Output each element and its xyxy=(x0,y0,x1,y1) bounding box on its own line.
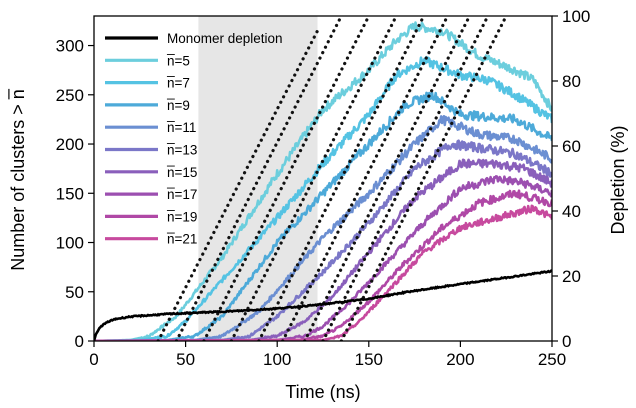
fit-line xyxy=(202,16,371,341)
y-right-tick-label: 80 xyxy=(562,72,581,91)
y-left-tick-label: 150 xyxy=(56,184,84,203)
x-tick-label: 100 xyxy=(263,350,291,369)
plot-frame xyxy=(93,15,553,342)
fit-line xyxy=(339,16,508,341)
legend-label: Monomer depletion xyxy=(167,31,283,46)
legend-label: n̅=15 xyxy=(167,165,198,180)
x-tick-label: 50 xyxy=(176,350,195,369)
fit-lines-layer xyxy=(156,16,508,341)
y-left-tick-label: 300 xyxy=(56,37,84,56)
x-tick-label: 0 xyxy=(89,350,98,369)
y-axis-right-title: Depletion (%) xyxy=(608,125,628,234)
y-left-tick-label: 200 xyxy=(56,135,84,154)
legend-label: n̅=21 xyxy=(167,232,198,247)
legend-label: n̅=19 xyxy=(167,209,198,224)
fit-line xyxy=(303,16,472,341)
y-right-tick-label: 20 xyxy=(562,267,581,286)
x-tick-label: 150 xyxy=(355,350,383,369)
legend-label: n̅=7 xyxy=(167,76,190,91)
fit-line xyxy=(281,16,450,341)
y-right-tick-label: 60 xyxy=(562,137,581,156)
fit-line xyxy=(174,16,343,341)
legend-label: n̅=9 xyxy=(167,98,190,113)
legend-label: n̅=17 xyxy=(167,187,198,202)
series-line xyxy=(94,21,552,341)
series-layer xyxy=(94,21,552,341)
legend: Monomer depletion n̅=5 n̅=7 n̅=9 n̅=11 n̅=13 n… xyxy=(105,31,283,247)
x-tick-label: 200 xyxy=(446,350,474,369)
fit-line xyxy=(229,16,398,341)
x-tick-label: 250 xyxy=(538,350,566,369)
depletion-line xyxy=(94,269,552,341)
depletion-layer xyxy=(94,269,552,341)
legend-label: n̅=11 xyxy=(167,120,197,135)
x-axis-title: Time (ns) xyxy=(285,382,360,402)
y-left-tick-label: 50 xyxy=(65,283,84,302)
y-left-tick-label: 250 xyxy=(56,86,84,105)
y-left-tick-label: 100 xyxy=(56,234,84,253)
y-left-tick-label: 0 xyxy=(75,332,84,351)
legend-label: n̅=5 xyxy=(167,53,190,68)
fit-line xyxy=(321,16,490,341)
series-line xyxy=(94,189,552,341)
y-right-tick-label: 0 xyxy=(562,332,571,351)
ticks-layer: 0 50 100 150 200 2500501001502002503000204060… xyxy=(56,7,591,369)
axes-frame xyxy=(93,15,553,342)
fit-line xyxy=(257,16,426,341)
y-right-tick-label: 40 xyxy=(562,202,581,221)
series-line xyxy=(94,139,552,341)
legend-label: n̅=13 xyxy=(167,143,198,158)
y-right-tick-label: 100 xyxy=(562,7,590,26)
y-axis-left-title: Number of clusters > n̅ xyxy=(8,88,28,271)
